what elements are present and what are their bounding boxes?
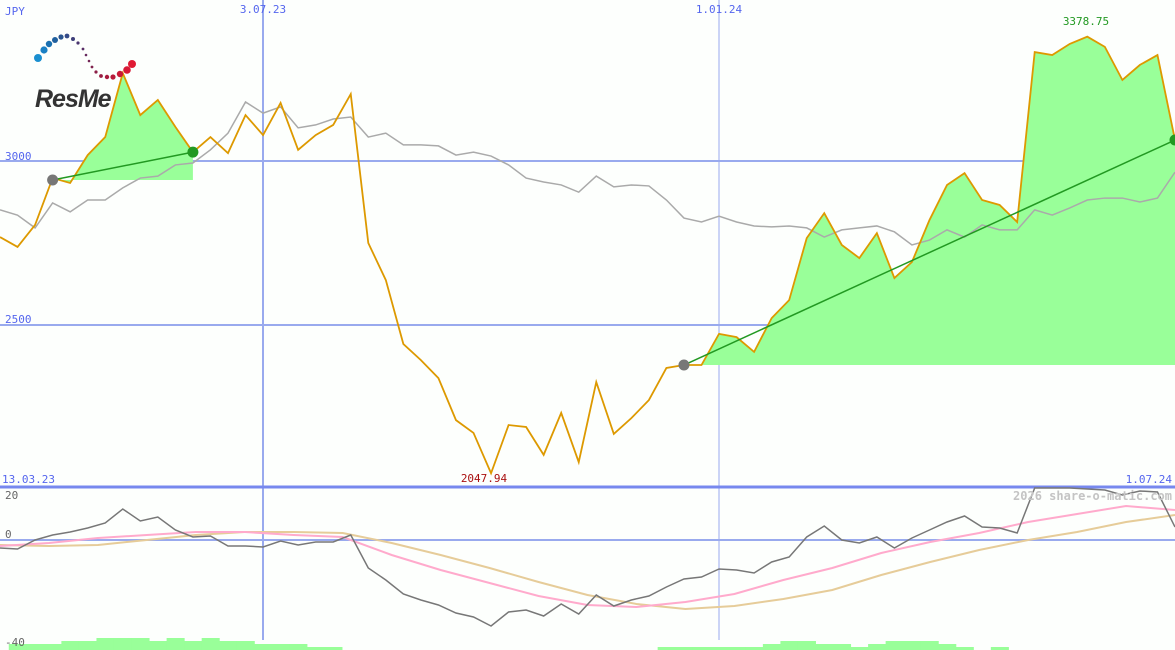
volume-bar <box>780 641 799 650</box>
fast-average-line <box>0 504 1175 609</box>
volume-bar <box>797 641 816 650</box>
volume-bar <box>990 647 1009 650</box>
volume-bar <box>692 647 711 650</box>
volume-bar <box>78 641 97 650</box>
logo-dot <box>110 74 116 80</box>
volume-bar <box>745 647 764 650</box>
volume-bar <box>938 644 957 650</box>
volume-bar <box>26 644 45 650</box>
logo-dot <box>58 34 64 40</box>
volume-bar <box>815 644 834 650</box>
volume-bar <box>675 647 694 650</box>
x-tick-3-07-23: 3.07.23 <box>240 3 286 16</box>
logo-dot <box>128 60 136 68</box>
logo-dot <box>123 66 131 74</box>
osc-tick-0: 0 <box>5 528 12 541</box>
logo-dot <box>52 37 58 43</box>
volume-bar <box>131 638 150 650</box>
volume-bar <box>727 647 746 650</box>
logo-dot <box>34 54 42 62</box>
logo-dot <box>45 40 53 48</box>
volume-bar <box>762 644 781 650</box>
volume-bar <box>324 647 343 650</box>
trend-start-marker <box>47 174 59 186</box>
oscillator-line <box>0 487 1175 627</box>
trend-line-0 <box>52 151 194 181</box>
volume-bar <box>113 638 133 650</box>
volume-bar <box>955 647 974 650</box>
currency-label: JPY <box>5 5 25 18</box>
volume-bar <box>868 644 887 650</box>
trend-end-marker <box>1169 134 1175 146</box>
logo-dot <box>40 46 48 54</box>
start-date-label: 13.03.23 <box>2 473 55 486</box>
logo-dot <box>84 53 88 57</box>
volume-bar <box>833 644 852 650</box>
volume-bar <box>657 647 676 650</box>
trend-fill-1 <box>683 36 1175 366</box>
y-tick-2500: 2500 <box>5 313 32 326</box>
volume-bar <box>903 641 922 650</box>
logo-dot <box>90 65 94 69</box>
volume-bar <box>254 644 273 650</box>
logo-dot <box>99 74 103 78</box>
logo-dot <box>87 59 91 63</box>
logo-dot <box>76 41 80 45</box>
x-tick-1-01-24: 1.01.24 <box>696 3 743 16</box>
trend-start-marker <box>678 359 690 371</box>
volume-bar <box>885 641 904 650</box>
logo-dot <box>81 47 85 51</box>
resmed-logo: ResMe <box>34 33 136 113</box>
volume-bar <box>306 647 325 650</box>
logo-dot <box>104 74 110 80</box>
volume-bar <box>920 641 939 650</box>
volume-bar <box>149 641 168 650</box>
watermark: 2026 share-o-matic.com <box>1013 489 1172 503</box>
end-date-label: 1.07.24 <box>1126 473 1173 486</box>
volume-bar <box>219 641 238 650</box>
volume-bar <box>710 647 729 650</box>
volume-bar <box>850 647 869 650</box>
volume-bar <box>184 641 203 650</box>
volume-bar <box>8 644 27 650</box>
max-price-label: 3378.75 <box>1063 15 1109 28</box>
volume-bar <box>96 638 115 650</box>
y-tick-3000: 3000 <box>5 150 32 163</box>
osc-tick-20: 20 <box>5 489 18 502</box>
logo-dot <box>116 70 124 78</box>
benchmark-line <box>0 100 1175 246</box>
volume-bar <box>166 638 185 650</box>
min-price-label: 2047.94 <box>461 472 508 485</box>
logo-dot <box>64 33 70 39</box>
volume-bar <box>271 644 290 650</box>
logo-text: ResMe <box>35 85 112 113</box>
volume-bar <box>289 644 308 650</box>
logo-dot <box>94 70 98 74</box>
volume-bar <box>61 641 80 650</box>
volume-bar <box>43 644 62 650</box>
volume-bar <box>201 638 220 650</box>
logo-dot <box>71 37 75 41</box>
trend-end-marker <box>187 146 199 158</box>
slow-average-line <box>0 514 1175 611</box>
osc-tick-minus-40: -40 <box>5 636 25 649</box>
trend-line-1 <box>683 139 1175 366</box>
volume-bar <box>236 641 255 650</box>
